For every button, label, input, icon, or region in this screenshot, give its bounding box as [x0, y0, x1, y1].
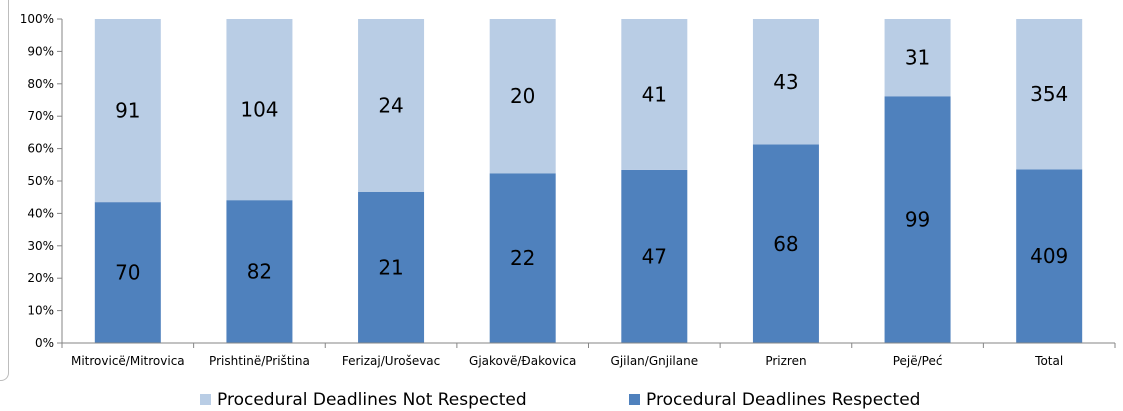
- bar-segment-respected: [226, 200, 293, 343]
- legend-label: Procedural Deadlines Respected: [646, 390, 920, 410]
- bar-segment-not-respected: [226, 19, 293, 201]
- bar-segment-not-respected: [1016, 19, 1083, 170]
- data-label-not-respected: 104: [240, 98, 278, 122]
- y-tick-label: 20%: [27, 271, 54, 285]
- legend-label: Procedural Deadlines Not Respected: [217, 390, 527, 410]
- data-label-respected: 409: [1030, 244, 1068, 268]
- data-label-respected: 82: [247, 260, 272, 284]
- data-label-respected: 70: [115, 261, 140, 285]
- bar-segment-respected: [489, 173, 556, 343]
- bar-segment-not-respected: [94, 19, 161, 203]
- bars: 70 91 82 104 21 24 22 20 47 41 68 43 99 31 409 354: [94, 19, 1083, 343]
- bar-segment-respected: [94, 202, 161, 343]
- bar-segment-not-respected: [884, 19, 951, 97]
- data-label-not-respected: 24: [378, 93, 403, 117]
- y-tick-label: 60%: [27, 142, 54, 156]
- bar-segment-respected: [358, 191, 425, 343]
- data-label-respected: 99: [905, 208, 930, 232]
- category-label: Mitrovicë/Mitrovica: [71, 354, 185, 368]
- bar-segment-not-respected: [752, 19, 819, 145]
- bar-segment-not-respected: [358, 19, 425, 192]
- legend: Procedural Deadlines Not Respected Proced…: [200, 390, 920, 410]
- bar-segment-respected: [884, 96, 951, 343]
- category-label: Prishtinë/Priština: [209, 354, 310, 368]
- y-tick-label: 10%: [27, 304, 54, 318]
- bar-segment-respected: [1016, 169, 1083, 343]
- y-tick-label: 0%: [35, 336, 54, 350]
- data-label-not-respected: 31: [905, 46, 930, 70]
- category-label: Total: [1034, 354, 1063, 368]
- data-label-respected: 68: [773, 232, 798, 256]
- category-label: Gjakovë/Đakovica: [469, 354, 576, 368]
- y-tick-label: 30%: [27, 239, 54, 253]
- legend-swatch: [200, 394, 211, 405]
- bar-segment-respected: [621, 169, 688, 343]
- y-tick-label: 100%: [20, 12, 54, 26]
- y-tick-label: 40%: [27, 206, 54, 220]
- data-label-respected: 21: [378, 255, 403, 279]
- category-label: Prizren: [765, 354, 806, 368]
- category-label: Pejë/Peć: [893, 354, 943, 368]
- y-tick-label: 50%: [27, 174, 54, 188]
- y-tick-label: 80%: [27, 77, 54, 91]
- data-label-respected: 47: [642, 244, 667, 268]
- legend-swatch: [629, 394, 640, 405]
- bar-segment-not-respected: [621, 19, 688, 170]
- y-axis: 0% 10% 20% 30% 40% 50% 60% 70% 80% 90% 100%: [20, 12, 63, 350]
- data-label-not-respected: 91: [115, 99, 140, 123]
- x-axis: Mitrovicë/Mitrovica Prishtinë/Priština Fer…: [61, 342, 1116, 368]
- y-tick-label: 90%: [27, 44, 54, 58]
- data-label-not-respected: 41: [642, 82, 667, 106]
- data-label-respected: 22: [510, 246, 535, 270]
- category-label: Gjilan/Gnjilane: [611, 354, 699, 368]
- data-label-not-respected: 354: [1030, 82, 1068, 106]
- y-tick-label: 70%: [27, 109, 54, 123]
- bar-segment-respected: [752, 144, 819, 343]
- category-label: Ferizaj/Uroševac: [342, 354, 440, 368]
- data-label-not-respected: 43: [773, 70, 798, 94]
- bar-segment-not-respected: [489, 19, 556, 174]
- data-label-not-respected: 20: [510, 84, 535, 108]
